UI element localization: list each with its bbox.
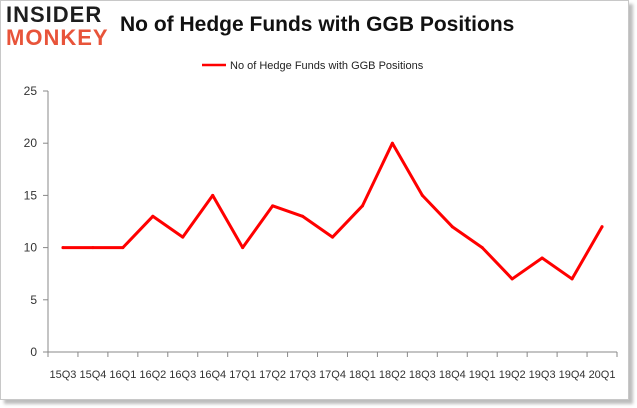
x-tick-label: 15Q3 bbox=[50, 369, 77, 381]
x-tick-label: 18Q3 bbox=[409, 369, 436, 381]
data-point bbox=[271, 204, 275, 208]
data-point bbox=[211, 193, 215, 197]
x-tick-label: 16Q4 bbox=[199, 369, 226, 381]
x-tick-label: 16Q3 bbox=[169, 369, 196, 381]
data-point bbox=[241, 246, 245, 250]
data-point bbox=[390, 141, 394, 145]
y-tick-label: 20 bbox=[24, 136, 38, 150]
data-point bbox=[91, 246, 95, 250]
y-tick-label: 0 bbox=[30, 345, 37, 359]
x-tick-label: 17Q4 bbox=[319, 369, 346, 381]
y-tick-label: 15 bbox=[24, 188, 38, 202]
x-tick-label: 18Q2 bbox=[379, 369, 406, 381]
x-tick-label: 20Q1 bbox=[589, 369, 616, 381]
x-tick-label: 19Q4 bbox=[559, 369, 586, 381]
x-tick-label: 17Q2 bbox=[259, 369, 286, 381]
data-point bbox=[151, 214, 155, 218]
data-point bbox=[600, 225, 604, 229]
y-tick-label: 10 bbox=[24, 241, 38, 255]
x-tick-label: 19Q2 bbox=[499, 369, 526, 381]
plot-area bbox=[61, 141, 604, 281]
x-tick-label: 17Q1 bbox=[229, 369, 256, 381]
x-tick-label: 18Q4 bbox=[439, 369, 466, 381]
data-point bbox=[510, 277, 514, 281]
x-tick-label: 19Q1 bbox=[469, 369, 496, 381]
data-point bbox=[570, 277, 574, 281]
insider-monkey-logo: INSIDER MONKEY bbox=[6, 4, 109, 49]
y-tick-label: 5 bbox=[30, 293, 37, 307]
data-point bbox=[331, 235, 334, 239]
y-axis: 0 5 10 15 20 25 bbox=[24, 84, 49, 359]
data-point bbox=[480, 246, 484, 250]
logo-line-2: MONKEY bbox=[6, 25, 109, 50]
data-point bbox=[121, 246, 125, 250]
data-point bbox=[181, 235, 185, 239]
data-point bbox=[450, 225, 454, 229]
data-point bbox=[360, 204, 364, 208]
chart-title: No of Hedge Funds with GGB Positions bbox=[120, 13, 515, 36]
y-tick-label: 25 bbox=[24, 84, 38, 98]
data-point bbox=[420, 193, 424, 197]
chart-frame bbox=[0, 0, 629, 400]
data-point bbox=[301, 214, 305, 218]
legend-label: No of Hedge Funds with GGB Positions bbox=[230, 60, 424, 72]
data-point bbox=[540, 256, 544, 260]
x-tick-label: 16Q2 bbox=[139, 369, 166, 381]
x-tick-label: 17Q3 bbox=[289, 369, 316, 381]
x-axis: 15Q3 15Q4 16Q1 16Q2 16Q3 16Q4 17Q1 17Q2 17Q3 17Q4… bbox=[47, 351, 618, 381]
data-point bbox=[61, 246, 65, 250]
series-line bbox=[61, 141, 604, 281]
logo-line-1: INSIDER bbox=[6, 2, 103, 27]
x-tick-label: 18Q1 bbox=[349, 369, 376, 381]
legend: No of Hedge Funds with GGB Positions bbox=[202, 60, 424, 72]
x-tick-label: 16Q1 bbox=[109, 369, 136, 381]
x-tick-label: 15Q4 bbox=[79, 369, 106, 381]
x-tick-label: 19Q3 bbox=[529, 369, 556, 381]
